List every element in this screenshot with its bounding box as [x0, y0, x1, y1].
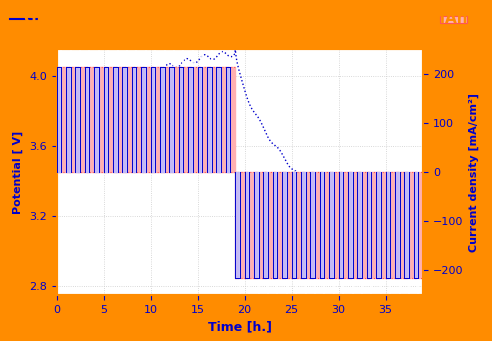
X-axis label: Time [h.]: Time [h.]: [208, 320, 272, 333]
Y-axis label: Current density [mA/cm²]: Current density [mA/cm²]: [469, 93, 479, 252]
Text: GITT on EMMERICH j127 Li-Ion 3.7V 14Wh 2200mAh: GITT on EMMERICH j127 Li-Ion 3.7V 14Wh 2…: [24, 11, 468, 26]
Y-axis label: Potential [ V]: Potential [ V]: [13, 131, 24, 214]
